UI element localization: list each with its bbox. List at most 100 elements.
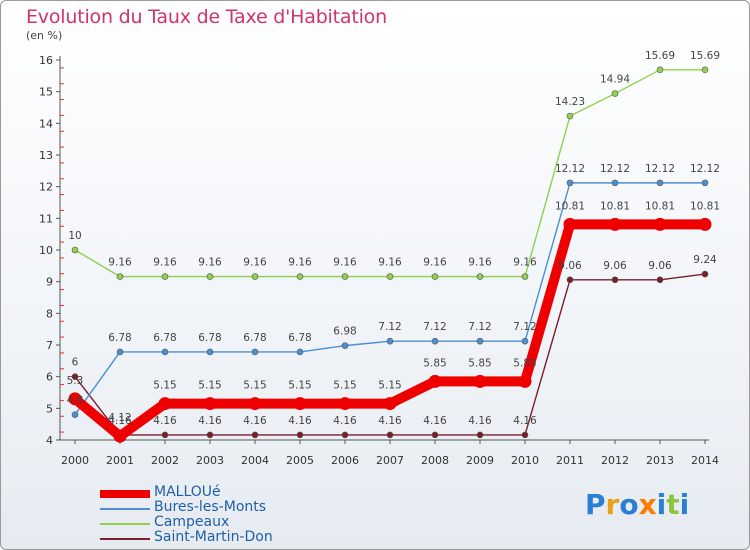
data-label: 5.3: [67, 375, 84, 387]
data-point: [161, 348, 169, 356]
legend-swatch: [100, 508, 150, 510]
data-point: [206, 273, 214, 280]
x-tick-label: 2006: [331, 454, 359, 467]
legend-label: Campeaux: [154, 514, 230, 530]
legend-item-mallouE: MALLOUé: [100, 484, 360, 501]
legend-item-campeaux: Campeaux: [100, 514, 360, 531]
data-point: [383, 397, 397, 411]
x-tick-label: 2011: [556, 454, 584, 467]
data-point: [338, 397, 352, 411]
data-point: [293, 397, 307, 411]
data-point: [476, 431, 484, 439]
data-label: 14.94: [600, 74, 630, 86]
data-label: 4.16: [153, 415, 177, 427]
data-label: 9.06: [558, 260, 582, 272]
data-point: [116, 273, 124, 280]
data-label: 10: [68, 230, 81, 242]
data-label: 6.78: [153, 332, 176, 344]
data-label: 10.81: [555, 200, 585, 212]
data-label: 4.16: [198, 415, 222, 427]
data-point: [518, 374, 532, 388]
data-point: [566, 112, 574, 120]
data-point: [68, 392, 82, 406]
y-tick-label: 15: [39, 86, 53, 99]
data-label: 4.16: [513, 415, 537, 427]
data-label: 5.15: [153, 380, 176, 392]
data-label: 9.16: [378, 257, 402, 269]
data-label: 4.16: [468, 415, 492, 427]
axes: 4 5 6 7 8 9 10 11 12 13 14 15 16 2000 2001 2002 2003 2004…: [39, 54, 719, 467]
data-label: 9.16: [513, 257, 537, 269]
data-label: 4.8: [67, 395, 84, 407]
data-label: 6.78: [288, 332, 311, 344]
data-point: [206, 431, 214, 439]
x-tick-label: 2005: [286, 454, 314, 467]
data-point: [701, 66, 709, 74]
data-label: 12.12: [690, 163, 720, 175]
data-point: [521, 337, 529, 345]
data-label: 9.16: [468, 257, 492, 269]
data-point: [698, 217, 712, 231]
data-label: 6.78: [243, 332, 266, 344]
legend-swatch: [100, 523, 150, 525]
data-label: 7.12: [378, 321, 401, 333]
data-point: [386, 273, 394, 280]
data-label: 5.15: [198, 380, 221, 392]
data-label: 5.15: [378, 380, 401, 392]
y-tick-label: 11: [39, 212, 53, 225]
data-label: 9.16: [333, 257, 357, 269]
data-point: [476, 337, 484, 345]
y-tick-label: 14: [39, 117, 53, 130]
data-label: 7.12: [423, 321, 446, 333]
series-lines: [68, 66, 712, 443]
data-point: [611, 179, 619, 187]
y-tick-label: 9: [46, 276, 53, 289]
data-labels: 5.3 4.12 5.15 5.15 5.15 5.15 5.15 5.15 5.85 5.85 5…: [67, 50, 720, 427]
data-label: 5.15: [333, 380, 356, 392]
data-label: 9.16: [108, 257, 132, 269]
data-point: [428, 374, 442, 388]
chart-title: Evolution du Taux de Taxe d'Habitation: [26, 6, 387, 28]
data-label: 4.16: [423, 415, 447, 427]
data-label: 4.16: [288, 415, 312, 427]
data-label: 4.16: [333, 415, 357, 427]
data-label: 10.81: [690, 200, 720, 212]
data-label: 6.78: [108, 332, 131, 344]
y-tick-label: 13: [39, 149, 53, 162]
y-tick-label: 6: [46, 371, 53, 384]
x-tick-label: 2007: [376, 454, 404, 467]
data-point: [386, 431, 394, 439]
data-label: 5.85: [423, 357, 446, 369]
data-label: 10.81: [645, 200, 675, 212]
data-point: [158, 397, 172, 411]
data-label: 15.69: [645, 50, 675, 62]
data-point: [113, 429, 127, 443]
data-point: [653, 217, 667, 231]
data-label: 7.12: [468, 321, 491, 333]
data-label: 12.12: [600, 163, 630, 175]
data-label: 9.16: [243, 257, 267, 269]
data-label: 10.81: [600, 200, 630, 212]
data-point: [521, 431, 529, 439]
legend-item-saint-martin-don: Saint-Martin-Don: [100, 529, 360, 546]
data-point: [431, 337, 439, 345]
data-label: 9.06: [603, 260, 627, 272]
x-tick-label: 2002: [151, 454, 179, 467]
data-label: 6.98: [333, 326, 356, 338]
data-point: [296, 348, 304, 356]
data-label: 5.15: [288, 380, 311, 392]
data-point: [521, 273, 529, 280]
data-point: [473, 374, 487, 388]
y-tick-label: 4: [46, 434, 53, 447]
data-label: 4.16: [243, 415, 267, 427]
data-point: [386, 337, 394, 345]
data-point: [341, 273, 349, 280]
x-tick-label: 2008: [421, 454, 449, 467]
data-point: [161, 431, 169, 439]
chart-subtitle: (en %): [26, 29, 63, 42]
data-label: 12.12: [645, 163, 675, 175]
data-label: 4.16: [378, 415, 402, 427]
legend-label: Bures-les-Monts: [154, 499, 267, 515]
data-label: 12.12: [555, 163, 585, 175]
